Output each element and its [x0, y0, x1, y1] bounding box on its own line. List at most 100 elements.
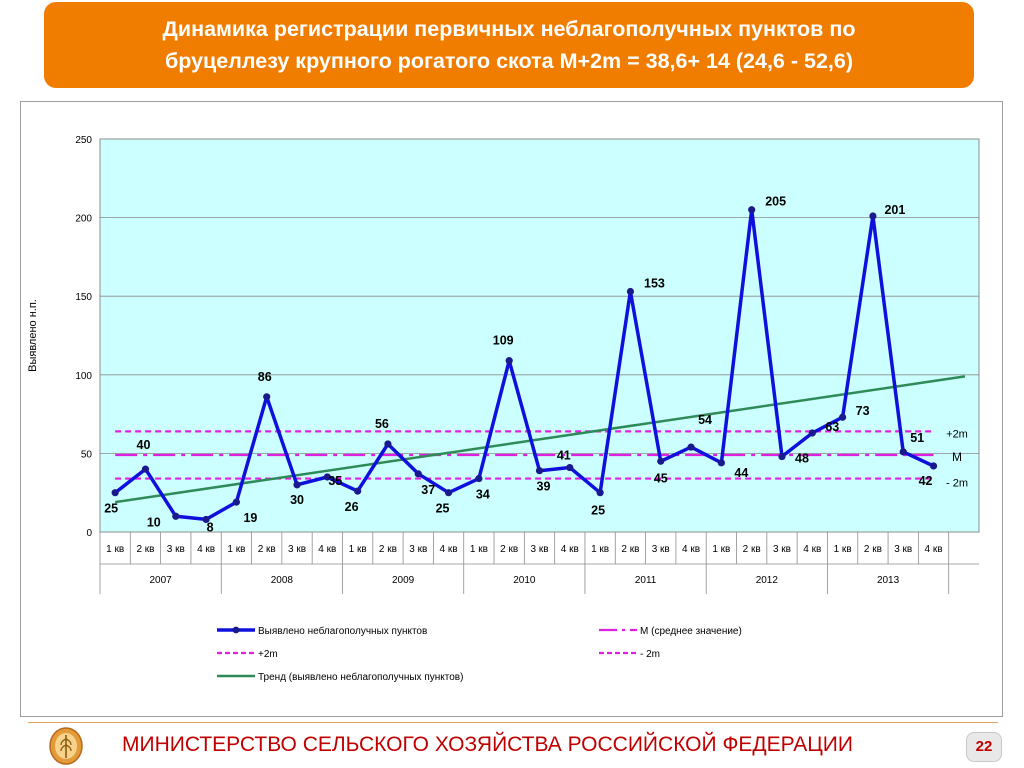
data-point [899, 448, 907, 456]
data-label: 44 [734, 466, 748, 480]
data-label: 8 [207, 520, 214, 534]
data-label: 25 [436, 502, 450, 516]
data-point [141, 465, 150, 473]
year-label: 2013 [877, 575, 900, 586]
x-tick-label: 1 кв [106, 544, 124, 555]
y-tick-label: 0 [86, 528, 92, 539]
year-label: 2009 [392, 575, 415, 586]
data-point [475, 474, 483, 483]
data-point [263, 393, 271, 401]
data-label: 205 [765, 195, 786, 209]
x-tick-label: 4 кв [803, 544, 821, 555]
data-point [444, 489, 453, 497]
data-point [566, 463, 574, 472]
year-label: 2012 [756, 575, 779, 586]
x-tick-label: 1 кв [470, 544, 488, 555]
x-tick-label: 2 кв [864, 544, 882, 555]
data-label: 39 [537, 480, 551, 494]
trend-line [114, 375, 966, 504]
data-label: 35 [328, 474, 342, 488]
x-tick-label: 3 кв [773, 544, 791, 555]
x-tick-label: 4 кв [440, 544, 458, 555]
data-point [323, 473, 331, 481]
y-tick-label: 200 [75, 214, 92, 225]
legend-label: - 2m [640, 649, 660, 660]
data-point [778, 452, 786, 461]
data-label: 73 [856, 404, 870, 418]
data-label: 25 [591, 504, 605, 518]
minus-2m-tag: - 2m [946, 478, 968, 490]
data-point [626, 287, 635, 296]
data-point [232, 498, 240, 506]
data-point [414, 470, 422, 478]
data-point [808, 429, 816, 437]
wheat-emblem-icon [49, 727, 83, 765]
x-tick-label: 1 кв [591, 544, 609, 555]
footer-ministry-name: МИНИСТЕРСТВО СЕЛЬСКОГО ХОЗЯЙСТВА РОССИЙС… [122, 733, 853, 756]
legend-marker [232, 626, 240, 634]
data-point [596, 489, 604, 497]
data-point [172, 512, 180, 520]
x-tick-label: 2 кв [379, 544, 397, 555]
data-label: 40 [137, 438, 151, 452]
data-point [505, 357, 513, 365]
data-label: 48 [795, 452, 809, 466]
data-point [839, 413, 847, 421]
chart-frame: 0 50 100 150 200 250 Выявлено н.п. 1 кв 2 кв 3 кв… [20, 101, 1003, 717]
year-label: 2010 [513, 575, 536, 586]
data-point [354, 487, 362, 495]
year-label: 2008 [271, 575, 294, 586]
data-point [293, 481, 301, 489]
data-label: 41 [557, 449, 571, 463]
x-tick-label: 1 кв [349, 544, 367, 555]
data-label: 10 [147, 515, 161, 529]
x-tick-label: 4 кв [561, 544, 579, 555]
y-tick-label: 150 [75, 292, 92, 303]
y-tick-label: 250 [75, 135, 92, 146]
data-label: 37 [421, 483, 435, 497]
x-tick-label: 4 кв [925, 544, 943, 555]
data-point [717, 459, 725, 467]
data-label: 153 [644, 276, 665, 290]
x-tick-label: 2 кв [258, 544, 276, 555]
y-tick-label: 100 [75, 371, 92, 382]
data-label: 26 [345, 500, 359, 514]
data-label: 19 [243, 511, 257, 525]
data-label: 86 [258, 370, 272, 384]
x-tick-label: 3 кв [894, 544, 912, 555]
legend-label: Тренд (выявлено неблагополучных пунктов) [258, 671, 463, 683]
y-axis-label: Выявлено н.п. [27, 299, 39, 372]
x-tick-label: 4 кв [318, 544, 336, 555]
page-number: 22 [966, 732, 1002, 762]
data-label: 51 [910, 431, 924, 445]
data-point [535, 467, 544, 475]
x-tick-label: 1 кв [227, 544, 245, 555]
y-tick-label: 50 [81, 449, 93, 460]
data-point [748, 206, 756, 214]
x-tick-label: 3 кв [288, 544, 306, 555]
data-label: 25 [104, 502, 118, 516]
data-point [929, 462, 938, 470]
title-line-2: бруцеллезу крупного рогатого скота М+2m … [164, 49, 854, 73]
x-tick-label: 3 кв [409, 544, 427, 555]
data-label: 34 [476, 488, 490, 502]
data-label: 54 [698, 413, 712, 427]
legend-label: Выявлено неблагополучных пунктов [258, 625, 427, 637]
data-label: 30 [290, 493, 304, 507]
data-point [111, 489, 119, 497]
x-tick-label: 2 кв [500, 544, 518, 555]
x-tick-label: 2 кв [621, 544, 639, 555]
data-point [687, 443, 695, 451]
slide-title: Динамика регистрации первичных неблагопо… [44, 2, 974, 88]
x-tick-label: 1 кв [712, 544, 730, 555]
year-label: 2011 [635, 575, 657, 586]
series-line [114, 207, 935, 522]
x-tick-label: 4 кв [197, 544, 215, 555]
x-tick-label: 3 кв [167, 544, 185, 555]
x-tick-label: 2 кв [136, 544, 154, 555]
x-tick-label: 2 кв [743, 544, 761, 555]
data-point [869, 212, 877, 220]
data-label: 63 [825, 420, 839, 434]
legend-label: +2m [258, 649, 278, 660]
data-point [657, 457, 665, 465]
